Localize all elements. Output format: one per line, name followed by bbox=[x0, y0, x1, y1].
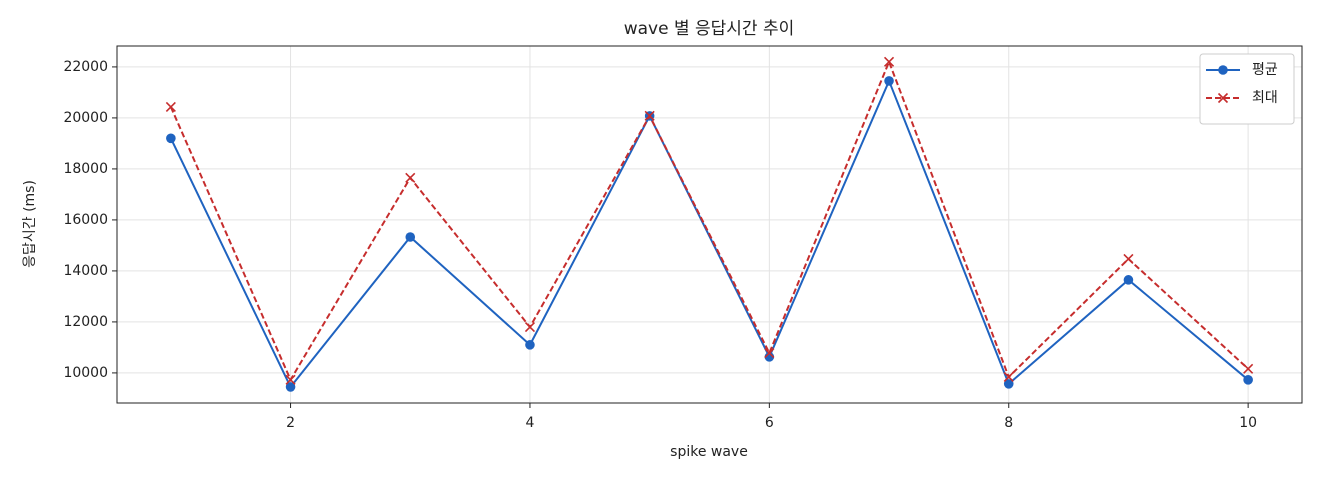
point-marker bbox=[525, 340, 535, 350]
y-tick-label: 20000 bbox=[63, 110, 108, 126]
y-tick-label: 16000 bbox=[63, 212, 108, 228]
x-tick-label: 10 bbox=[1239, 415, 1257, 431]
y-tick-label: 18000 bbox=[63, 161, 108, 177]
legend-label: 최대 bbox=[1252, 90, 1278, 106]
y-tick-label: 14000 bbox=[63, 263, 108, 279]
legend-box bbox=[1199, 53, 1295, 125]
x-axis-label: spike wave bbox=[670, 444, 748, 460]
x-tick-label: 2 bbox=[286, 415, 295, 431]
x-tick-label: 4 bbox=[525, 415, 534, 431]
plot-frame bbox=[116, 45, 1303, 404]
point-marker bbox=[405, 232, 416, 242]
legend-marker bbox=[1218, 65, 1228, 75]
y-axis-label: 응답시간 (ms) bbox=[22, 180, 38, 268]
x-tick-label: 8 bbox=[1004, 415, 1013, 431]
point-marker bbox=[166, 133, 176, 144]
y-tick-label: 12000 bbox=[63, 314, 108, 330]
y-tick-label: 22000 bbox=[63, 59, 108, 75]
point-marker bbox=[764, 347, 775, 359]
point-marker bbox=[883, 56, 895, 67]
x-tick-label: 6 bbox=[765, 415, 774, 431]
point-marker bbox=[285, 382, 296, 392]
point-marker bbox=[644, 110, 655, 121]
point-marker bbox=[1003, 371, 1014, 383]
y-tick-label: 10000 bbox=[63, 365, 108, 381]
legend-label: 평균 bbox=[1252, 62, 1278, 78]
point-marker bbox=[1003, 379, 1014, 389]
point-marker bbox=[165, 101, 176, 113]
legend-marker bbox=[1217, 92, 1229, 104]
point-marker bbox=[524, 321, 536, 333]
point-marker bbox=[285, 374, 296, 385]
point-marker bbox=[1243, 363, 1254, 374]
point-marker bbox=[1123, 253, 1134, 264]
point-marker bbox=[405, 172, 416, 183]
point-marker bbox=[884, 76, 894, 86]
point-marker bbox=[1243, 374, 1253, 385]
point-marker bbox=[1123, 275, 1134, 285]
series-line bbox=[169, 59, 1249, 382]
chart-title: wave 별 응답시간 추이 bbox=[624, 19, 795, 39]
